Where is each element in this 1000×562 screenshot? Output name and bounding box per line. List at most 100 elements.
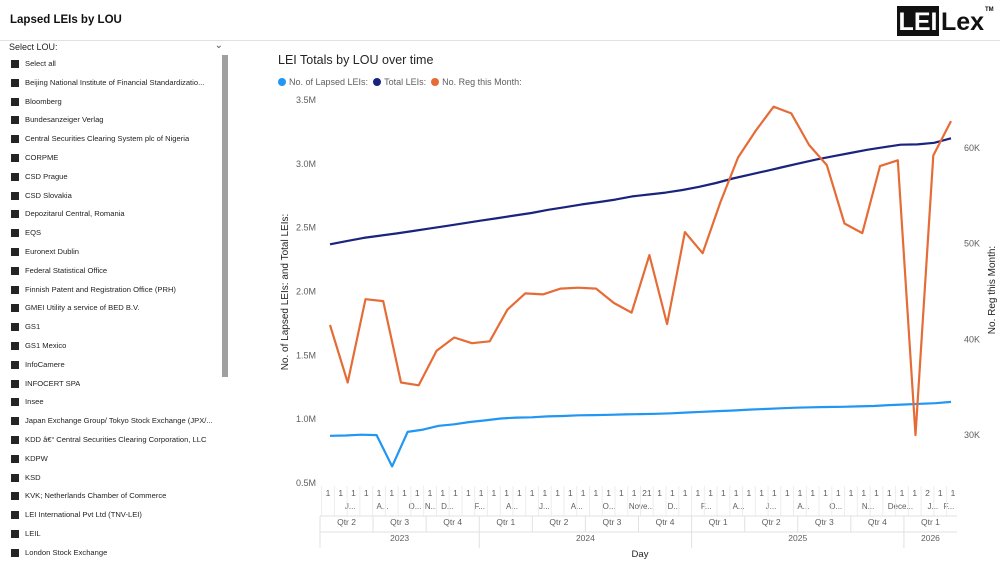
x-day-label: 1 [772, 488, 777, 498]
legend-item[interactable]: Total LEIs: [373, 77, 426, 87]
checkbox-icon[interactable] [11, 191, 19, 200]
slicer-item[interactable]: KVK; Netherlands Chamber of Commerce [9, 490, 224, 509]
slicer-item[interactable]: Japan Exchange Group/ Tokyo Stock Exchan… [9, 415, 224, 434]
x-year-label: 2025 [788, 533, 807, 543]
slicer-item[interactable]: Depozitarul Central, Romania [9, 208, 224, 227]
x-day-label: 1 [810, 488, 815, 498]
x-quarter-label: Qtr 1 [709, 517, 728, 527]
x-month-label: D... [668, 502, 680, 511]
x-day-label: 1 [798, 488, 803, 498]
checkbox-icon[interactable] [11, 210, 19, 219]
x-month-label: A... [797, 502, 809, 511]
y-tick-label-left: 1.5M [296, 350, 316, 360]
checkbox-icon[interactable] [11, 323, 19, 332]
x-month-label: O... [603, 502, 616, 511]
checkbox-icon[interactable] [11, 153, 19, 162]
checkbox-icon[interactable] [11, 304, 19, 313]
slicer-item[interactable]: KDD â€“ Central Securities Clearing Corp… [9, 434, 224, 453]
slicer-item[interactable]: LEI International Pvt Ltd (TNV-LEI) [9, 509, 224, 528]
checkbox-icon[interactable] [11, 435, 19, 444]
x-month-label: F... [474, 502, 485, 511]
slicer-item[interactable]: GS1 Mexico [9, 340, 224, 359]
slicer-item[interactable]: Bloomberg [9, 96, 224, 115]
checkbox-icon[interactable] [11, 511, 19, 520]
x-day-label: 1 [542, 488, 547, 498]
slicer-item[interactable]: Euronext Dublin [9, 246, 224, 265]
y-axis-title-left: No. of Lapsed LEIs: and Total LEIs: [280, 214, 291, 371]
checkbox-icon[interactable] [11, 398, 19, 407]
x-day-label: 1 [900, 488, 905, 498]
slicer-item[interactable]: Select all [9, 58, 224, 77]
legend-item[interactable]: No. Reg this Month: [431, 77, 522, 87]
checkbox-icon[interactable] [11, 78, 19, 87]
y-tick-label-right: 60K [964, 143, 980, 153]
legend-item[interactable]: No. of Lapsed LEIs: [278, 77, 368, 87]
slicer-item[interactable]: KDPW [9, 453, 224, 472]
series-line [328, 105, 952, 437]
x-day-label: 2 [925, 488, 930, 498]
x-month-label: F... [944, 502, 955, 511]
x-year-label: 2023 [390, 533, 409, 543]
slicer-scrollbar[interactable] [222, 55, 228, 377]
x-day-label: 1 [338, 488, 343, 498]
checkbox-icon[interactable] [11, 341, 19, 350]
slicer-item[interactable]: Finnish Patent and Registration Office (… [9, 284, 224, 303]
x-month-label: Nove... [629, 502, 654, 511]
checkbox-icon[interactable] [11, 172, 19, 181]
slicer-item[interactable]: EQS [9, 227, 224, 246]
slicer-item[interactable]: CORPME [9, 152, 224, 171]
x-quarter-label: Qtr 3 [815, 517, 834, 527]
checkbox-icon[interactable] [11, 135, 19, 144]
x-day-label: 1 [402, 488, 407, 498]
checkbox-icon[interactable] [11, 229, 19, 238]
x-month-label: J... [927, 502, 938, 511]
slicer-item[interactable]: London Stock Exchange [9, 547, 224, 562]
checkbox-icon[interactable] [11, 285, 19, 294]
y-tick-label-right: 50K [964, 239, 980, 249]
svg-text:Lex: Lex [941, 8, 984, 36]
page-header: Lapsed LEIs by LOU LEI Lex TM [0, 0, 1000, 41]
x-day-label: 1 [555, 488, 560, 498]
slicer-item[interactable]: CSD Prague [9, 171, 224, 190]
x-day-label: 1 [938, 488, 943, 498]
x-month-label: A... [733, 502, 745, 511]
x-day-label: 1 [951, 488, 956, 498]
y-tick-label-right: 30K [964, 430, 980, 440]
slicer-item[interactable]: Insee [9, 396, 224, 415]
slicer-item[interactable]: Federal Statistical Office [9, 265, 224, 284]
x-day-label: 1 [683, 488, 688, 498]
checkbox-icon[interactable] [11, 379, 19, 388]
checkbox-icon[interactable] [11, 454, 19, 463]
x-day-label: 1 [581, 488, 586, 498]
x-month-label: J... [766, 502, 777, 511]
checkbox-icon[interactable] [11, 492, 19, 501]
slicer-item[interactable]: Beijing National Institute of Financial … [9, 77, 224, 96]
y-tick-label-right: 40K [964, 334, 980, 344]
checkbox-icon[interactable] [11, 529, 19, 538]
checkbox-icon[interactable] [11, 247, 19, 256]
checkbox-icon[interactable] [11, 548, 19, 557]
slicer-item[interactable]: Bundesanzeiger Verlag [9, 114, 224, 133]
x-day-label: 1 [517, 488, 522, 498]
slicer-item[interactable]: InfoCamere [9, 359, 224, 378]
leilex-logo: LEI Lex TM [897, 6, 994, 36]
series-line [329, 137, 952, 246]
checkbox-icon[interactable] [11, 417, 19, 426]
x-month-label: N... [425, 502, 437, 511]
checkbox-icon[interactable] [11, 360, 19, 369]
checkbox-icon[interactable] [11, 97, 19, 106]
checkbox-icon[interactable] [11, 60, 19, 68]
checkbox-icon[interactable] [11, 266, 19, 275]
slicer-item[interactable]: KSD [9, 472, 224, 491]
slicer-item[interactable]: Central Securities Clearing System plc o… [9, 133, 224, 152]
slicer-item[interactable]: LEIL [9, 528, 224, 547]
slicer-item[interactable]: CSD Slovakia [9, 190, 224, 209]
checkbox-icon[interactable] [11, 116, 19, 125]
lou-slicer-header[interactable]: Select LOU: ⌄ [9, 40, 227, 54]
slicer-item[interactable]: INFOCERT SPA [9, 378, 224, 397]
chevron-down-icon[interactable]: ⌄ [214, 40, 223, 51]
slicer-item[interactable]: GMEI Utility a service of BED B.V. [9, 302, 224, 321]
checkbox-icon[interactable] [11, 473, 19, 482]
slicer-item[interactable]: GS1 [9, 321, 224, 340]
x-month-label: D... [441, 502, 453, 511]
